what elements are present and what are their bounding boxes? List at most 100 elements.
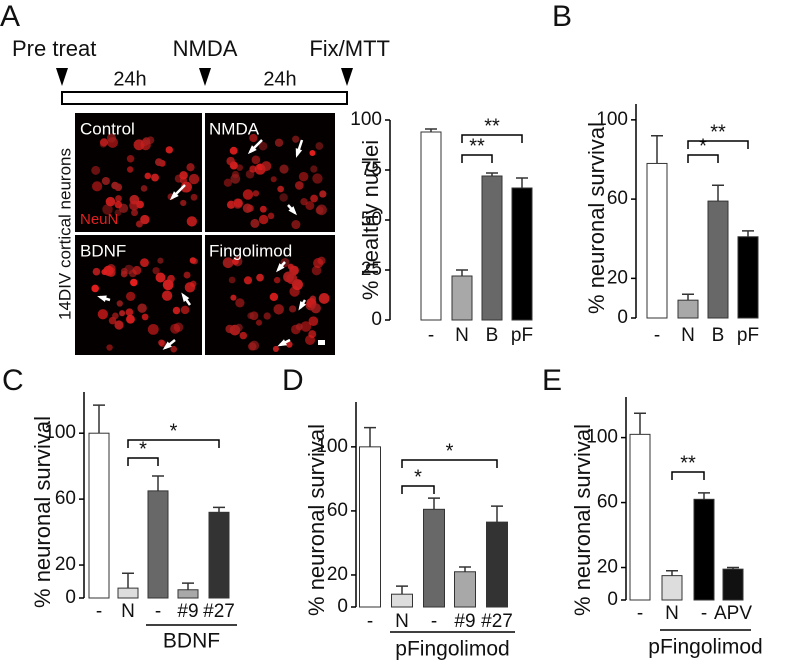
cell (106, 133, 117, 143)
arrow-head (247, 145, 257, 155)
x-tick-label: - (96, 601, 102, 622)
cell (130, 278, 138, 287)
cell (119, 310, 126, 317)
timeline-arrow (56, 68, 353, 86)
significance-label: * (699, 135, 707, 157)
timeline-interval: 24h (113, 68, 146, 90)
y-tick-label: 60 (597, 492, 618, 513)
timeline-event: NMDA (173, 36, 238, 61)
cell (92, 181, 103, 192)
cell (157, 257, 164, 264)
group-label: pFingolimod (648, 636, 762, 659)
x-tick-label: B (486, 325, 499, 346)
significance-bracket (401, 485, 435, 494)
error-bar (666, 570, 678, 576)
error-bar (364, 426, 376, 447)
cell (305, 334, 316, 346)
bar (454, 571, 476, 608)
cell (279, 193, 288, 202)
y-tick-label: 0 (65, 587, 76, 608)
error-bar (651, 134, 663, 164)
x-tick-label: pF (511, 325, 533, 346)
error-bar (122, 572, 134, 589)
cell (305, 201, 315, 211)
bar (88, 432, 110, 599)
error-bar (428, 497, 440, 510)
cell (152, 267, 160, 275)
significance-label: * (414, 466, 422, 488)
y-tick-label: 50 (361, 209, 382, 230)
cell (289, 305, 297, 313)
cell (291, 220, 301, 230)
cell (251, 155, 261, 165)
error-bar (516, 177, 528, 188)
cell (267, 212, 275, 220)
y-axis-label: % healthy nuclei (358, 140, 383, 300)
cell (272, 345, 279, 352)
significance-bracket (687, 140, 749, 149)
y-axis-label: % neuronal survival (584, 122, 609, 314)
cell (292, 135, 300, 143)
cell (289, 286, 300, 297)
x-tick-label: #9 (454, 611, 475, 632)
timeline-event: Pre treat (12, 36, 96, 61)
y-tick-label: 0 (371, 309, 382, 330)
cell (147, 323, 159, 335)
cell (91, 284, 99, 293)
cell (310, 303, 321, 314)
bar (208, 511, 230, 599)
cell (115, 195, 122, 202)
cell (137, 303, 147, 313)
y-tick-label: 100 (586, 427, 618, 448)
cell (125, 308, 134, 317)
significance-bracket (687, 154, 719, 163)
x-tick-label: #27 (203, 601, 235, 622)
cell (258, 141, 268, 151)
quadrant-label: Control (80, 119, 135, 138)
cell (277, 185, 284, 193)
cell (270, 176, 277, 183)
cell (287, 263, 294, 270)
cell (250, 218, 260, 228)
y-tick-label: 25 (361, 259, 382, 280)
panel-letter: B (552, 0, 572, 33)
bar (359, 446, 381, 608)
error-bar (456, 269, 468, 276)
bar (420, 131, 442, 321)
x-tick-label: N (395, 611, 409, 632)
cell (255, 319, 263, 326)
x-tick-label: #27 (481, 611, 513, 632)
cell (259, 205, 267, 213)
arrow-head (288, 206, 297, 216)
cell (286, 273, 298, 285)
bar (147, 490, 169, 599)
cell (190, 280, 197, 287)
cell (300, 198, 308, 206)
cell (186, 163, 195, 172)
cell (316, 204, 327, 216)
x-tick-label: - (654, 325, 660, 346)
significance-label: * (139, 438, 147, 460)
error-bar (682, 293, 694, 301)
cell (111, 181, 119, 190)
cell (120, 270, 128, 278)
arrow-head (97, 295, 107, 302)
arrow-head (276, 263, 285, 273)
cell (309, 150, 316, 157)
cell (300, 321, 312, 332)
y-tick-label: 20 (607, 267, 628, 288)
cell (129, 200, 140, 211)
cell (239, 331, 248, 340)
bar (481, 175, 503, 321)
cell (315, 142, 324, 150)
quadrant-label: Fingolimod (209, 241, 292, 260)
y-tick-label: 20 (327, 564, 348, 585)
arrow-head (298, 301, 307, 311)
cell (165, 146, 173, 154)
cell (155, 158, 163, 167)
cell (140, 185, 148, 192)
cell (222, 257, 234, 269)
cell (179, 171, 188, 180)
x-tick-label: N (665, 603, 679, 624)
error-bar (459, 566, 471, 572)
